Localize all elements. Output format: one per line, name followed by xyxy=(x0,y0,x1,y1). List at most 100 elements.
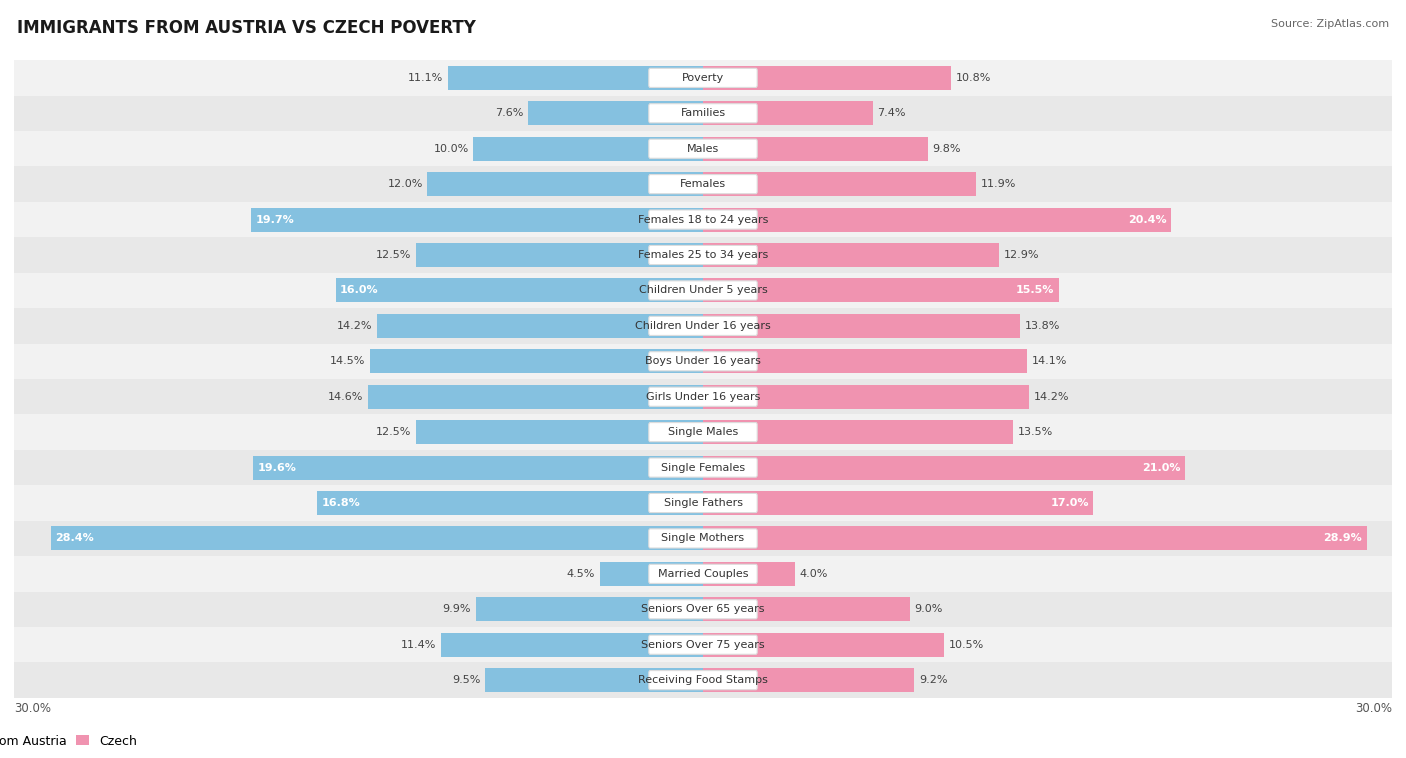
Bar xyxy=(703,172,976,196)
Bar xyxy=(14,485,1392,521)
Text: 12.5%: 12.5% xyxy=(375,428,412,437)
FancyBboxPatch shape xyxy=(648,104,758,123)
Text: Girls Under 16 years: Girls Under 16 years xyxy=(645,392,761,402)
Text: 19.6%: 19.6% xyxy=(257,462,297,472)
Text: 11.1%: 11.1% xyxy=(408,73,443,83)
Text: 4.5%: 4.5% xyxy=(567,568,595,579)
Text: 11.9%: 11.9% xyxy=(981,179,1017,190)
Text: 10.8%: 10.8% xyxy=(956,73,991,83)
Text: Boys Under 16 years: Boys Under 16 years xyxy=(645,356,761,366)
Text: 13.8%: 13.8% xyxy=(1025,321,1060,330)
Text: Children Under 5 years: Children Under 5 years xyxy=(638,286,768,296)
Bar xyxy=(703,278,1059,302)
Text: IMMIGRANTS FROM AUSTRIA VS CZECH POVERTY: IMMIGRANTS FROM AUSTRIA VS CZECH POVERTY xyxy=(17,19,475,37)
Bar xyxy=(14,202,1392,237)
Bar xyxy=(703,136,928,161)
Bar xyxy=(703,668,914,692)
Text: Males: Males xyxy=(688,144,718,154)
Bar xyxy=(14,591,1392,627)
FancyBboxPatch shape xyxy=(648,139,758,158)
Bar xyxy=(14,627,1392,662)
Text: 4.0%: 4.0% xyxy=(800,568,828,579)
Bar xyxy=(14,662,1392,698)
FancyBboxPatch shape xyxy=(648,493,758,512)
Text: 10.0%: 10.0% xyxy=(433,144,468,154)
Bar xyxy=(318,491,703,515)
Bar xyxy=(703,384,1029,409)
FancyBboxPatch shape xyxy=(648,600,758,619)
Text: 14.5%: 14.5% xyxy=(330,356,366,366)
Bar xyxy=(250,208,703,232)
Bar xyxy=(14,556,1392,591)
Text: Single Males: Single Males xyxy=(668,428,738,437)
FancyBboxPatch shape xyxy=(648,352,758,371)
Text: Families: Families xyxy=(681,108,725,118)
Text: 30.0%: 30.0% xyxy=(1355,702,1392,715)
FancyBboxPatch shape xyxy=(648,387,758,406)
Text: 28.4%: 28.4% xyxy=(55,534,94,543)
Text: 9.8%: 9.8% xyxy=(932,144,962,154)
Bar xyxy=(703,243,1000,267)
Text: Single Females: Single Females xyxy=(661,462,745,472)
Bar xyxy=(703,633,945,656)
Bar xyxy=(703,562,794,586)
Text: 16.8%: 16.8% xyxy=(322,498,360,508)
FancyBboxPatch shape xyxy=(648,316,758,336)
Text: Single Fathers: Single Fathers xyxy=(664,498,742,508)
Bar xyxy=(485,668,703,692)
Text: Receiving Food Stamps: Receiving Food Stamps xyxy=(638,675,768,685)
FancyBboxPatch shape xyxy=(648,281,758,300)
Text: 21.0%: 21.0% xyxy=(1142,462,1181,472)
Bar xyxy=(441,633,703,656)
Text: 14.1%: 14.1% xyxy=(1032,356,1067,366)
Bar xyxy=(14,60,1392,96)
FancyBboxPatch shape xyxy=(648,174,758,194)
Text: Poverty: Poverty xyxy=(682,73,724,83)
Text: 7.4%: 7.4% xyxy=(877,108,905,118)
Bar xyxy=(599,562,703,586)
Text: Females: Females xyxy=(681,179,725,190)
FancyBboxPatch shape xyxy=(648,68,758,87)
Text: 12.0%: 12.0% xyxy=(388,179,423,190)
Bar xyxy=(703,349,1026,374)
FancyBboxPatch shape xyxy=(648,564,758,584)
Text: 28.9%: 28.9% xyxy=(1323,534,1362,543)
Bar xyxy=(14,379,1392,415)
Text: Children Under 16 years: Children Under 16 years xyxy=(636,321,770,330)
Text: 10.5%: 10.5% xyxy=(949,640,984,650)
Bar xyxy=(427,172,703,196)
Text: 7.6%: 7.6% xyxy=(495,108,524,118)
Bar xyxy=(336,278,703,302)
Text: 19.7%: 19.7% xyxy=(256,215,294,224)
Text: Source: ZipAtlas.com: Source: ZipAtlas.com xyxy=(1271,19,1389,29)
FancyBboxPatch shape xyxy=(648,210,758,229)
Text: 17.0%: 17.0% xyxy=(1050,498,1088,508)
Bar xyxy=(14,131,1392,167)
Bar xyxy=(370,349,703,374)
Text: 9.9%: 9.9% xyxy=(443,604,471,614)
Text: 9.5%: 9.5% xyxy=(451,675,481,685)
Bar xyxy=(416,420,703,444)
Text: Single Mothers: Single Mothers xyxy=(661,534,745,543)
Bar xyxy=(14,237,1392,273)
Text: Females 18 to 24 years: Females 18 to 24 years xyxy=(638,215,768,224)
Bar xyxy=(416,243,703,267)
Text: Females 25 to 34 years: Females 25 to 34 years xyxy=(638,250,768,260)
Text: 14.2%: 14.2% xyxy=(1033,392,1069,402)
Bar xyxy=(703,314,1019,338)
Text: Seniors Over 65 years: Seniors Over 65 years xyxy=(641,604,765,614)
Text: 12.9%: 12.9% xyxy=(1004,250,1039,260)
Bar xyxy=(475,597,703,622)
Legend: Immigrants from Austria, Czech: Immigrants from Austria, Czech xyxy=(0,735,136,747)
Bar xyxy=(449,66,703,90)
Text: Seniors Over 75 years: Seniors Over 75 years xyxy=(641,640,765,650)
Bar xyxy=(14,521,1392,556)
Bar xyxy=(14,96,1392,131)
Text: 9.0%: 9.0% xyxy=(914,604,942,614)
Bar xyxy=(703,456,1185,480)
FancyBboxPatch shape xyxy=(648,458,758,477)
Bar xyxy=(703,526,1367,550)
Text: 14.2%: 14.2% xyxy=(337,321,373,330)
Bar xyxy=(14,343,1392,379)
Bar xyxy=(703,102,873,125)
